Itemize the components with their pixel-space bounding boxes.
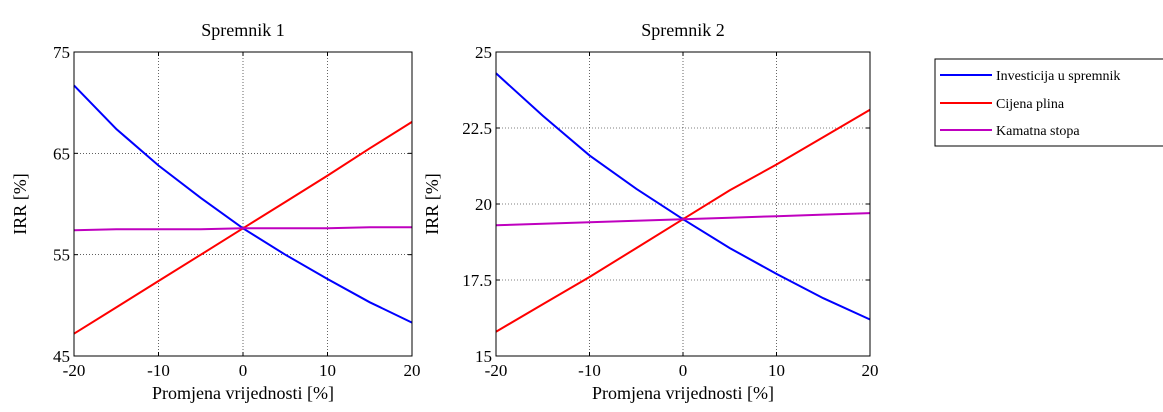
x-tick-label: -10 <box>578 361 601 380</box>
x-tick-label: -10 <box>147 361 170 380</box>
y-tick-label: 22.5 <box>462 119 492 138</box>
chart-title: Spremnik 2 <box>641 20 725 40</box>
y-axis-label: IRR [%] <box>10 173 30 235</box>
y-tick-label: 65 <box>53 144 70 163</box>
x-tick-label: 0 <box>679 361 688 380</box>
chart-spremnik-1: -20 -10 0 10 20 45 55 65 75 Spremnik 1 Promjena vr… <box>10 20 421 403</box>
series-line-kamatna-stopa <box>73 226 412 232</box>
x-tick-label: 10 <box>319 361 336 380</box>
y-tick-label: 20 <box>475 195 492 214</box>
x-tick-label: 10 <box>768 361 785 380</box>
legend: Investicija u spremnik Cijena plina Kama… <box>934 58 1163 147</box>
legend-label-kamatna-stopa: Kamatna stopa <box>996 124 1080 139</box>
x-tick-label: -20 <box>63 361 86 380</box>
series-line-kamatna-stopa <box>495 212 871 227</box>
x-tick-label: 0 <box>239 361 248 380</box>
legend-label-cijena-plina: Cijena plina <box>996 97 1065 112</box>
y-tick-label: 15 <box>475 347 492 366</box>
y-axis-label: IRR [%] <box>422 173 442 235</box>
x-tick-label: 20 <box>862 361 879 380</box>
x-axis-label: Promjena vrijednosti [%] <box>152 383 334 403</box>
y-tick-label: 17.5 <box>462 271 492 290</box>
y-tick-label: 75 <box>53 43 70 62</box>
chart-spremnik-2: -20 -10 0 10 20 15 17.5 20 22.5 25 Spremnik 2 Promj… <box>422 20 879 403</box>
chart-title: Spremnik 1 <box>201 20 285 40</box>
legend-label-investicija: Investicija u spremnik <box>996 69 1120 84</box>
plot-area <box>74 52 412 356</box>
y-tick-label: 45 <box>53 347 70 366</box>
x-tick-label: 20 <box>404 361 421 380</box>
y-tick-label: 25 <box>475 43 492 62</box>
x-axis-label: Promjena vrijednosti [%] <box>592 383 774 403</box>
x-tick-label: -20 <box>485 361 508 380</box>
y-tick-label: 55 <box>53 246 70 265</box>
